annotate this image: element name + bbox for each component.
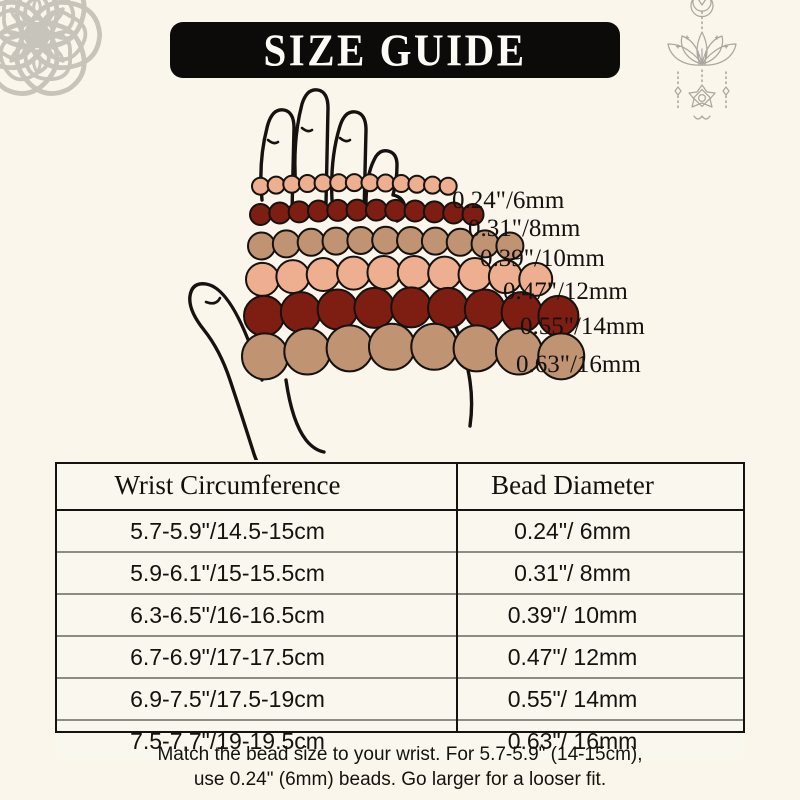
bead (287, 200, 311, 224)
wrist-circumference-cell: 6.3-6.5"/16-16.5cm (55, 594, 400, 637)
bead (266, 175, 286, 195)
bead (245, 261, 280, 297)
table-header-cell: Bead Diameter (400, 462, 745, 511)
bead (344, 173, 364, 193)
bead (403, 199, 427, 223)
bead (391, 174, 411, 194)
bead-rows-group (241, 173, 586, 381)
bead-size-label: 0.31"/8mm (468, 215, 581, 242)
bead-size-label: 0.39"/10mm (480, 245, 605, 272)
bead (313, 173, 333, 193)
bead (247, 231, 276, 261)
bracelet-row (249, 198, 485, 227)
bead (420, 226, 450, 256)
bead-size-label: 0.24"/6mm (452, 187, 565, 214)
bead (376, 173, 396, 193)
bead (329, 173, 349, 193)
bead (249, 203, 272, 227)
bead (316, 288, 359, 331)
bracelet-row (247, 225, 525, 261)
bead (268, 201, 292, 225)
bead (452, 324, 501, 373)
bead (241, 332, 289, 381)
bead (346, 225, 376, 255)
thumb-outline (188, 282, 326, 492)
bead (463, 288, 506, 331)
bead (275, 259, 311, 295)
bead (461, 203, 485, 227)
bead-size-label: 0.55"/14mm (520, 313, 645, 340)
bead (438, 176, 458, 196)
bead (518, 261, 554, 297)
bead-diameter-cell: 0.31"/ 8mm (400, 552, 745, 595)
bead (279, 291, 322, 334)
bead (390, 286, 433, 329)
bead (243, 294, 285, 337)
bead (325, 324, 374, 373)
bead (306, 199, 330, 223)
bead (422, 200, 446, 224)
bead-diameter-cell: 0.47"/ 12mm (400, 636, 745, 679)
bead-size-label: 0.63"/16mm (516, 351, 641, 378)
wrist-circumference-cell: 5.9-6.1"/15-15.5cm (55, 552, 400, 595)
bead (495, 231, 525, 261)
table-row: 5.9-6.1"/15-15.5cm 0.31"/ 8mm (55, 552, 745, 595)
bead (271, 229, 301, 259)
bead (384, 198, 408, 222)
bracelet-row (245, 254, 554, 297)
wrist-circumference-cell: 6.7-6.9"/17-17.5cm (55, 636, 400, 679)
bead (336, 255, 372, 291)
size-table-wrapper: Wrist Circumference Bead Diameter 5.7-5.9"… (55, 462, 745, 761)
bead (427, 286, 469, 329)
bead (364, 198, 388, 222)
bead (366, 254, 402, 290)
page-title-bar: SIZE GUIDE (170, 22, 620, 78)
bead-diameter-cell: 0.55"/ 14mm (400, 678, 745, 721)
size-table: Wrist Circumference Bead Diameter 5.7-5.9"… (55, 462, 745, 761)
table-row: 5.7-5.9"/14.5-15cm 0.24"/ 6mm (55, 510, 745, 553)
bead-diameter-cell: 0.39"/ 10mm (400, 594, 745, 637)
wrist-circumference-cell: 6.9-7.5"/17.5-19cm (55, 678, 400, 721)
bead (407, 174, 427, 194)
hand-illustration-svg (188, 88, 586, 492)
page-title: SIZE GUIDE (263, 23, 527, 76)
bead (345, 198, 369, 222)
bead (321, 226, 351, 256)
table-header-row: Wrist Circumference Bead Diameter (55, 462, 745, 511)
bracelet-row (243, 286, 580, 337)
bead (396, 254, 432, 290)
bracelet-row (251, 173, 458, 196)
bead (283, 327, 332, 376)
table-row: 6.9-7.5"/17.5-19cm 0.55"/ 14mm (55, 678, 745, 721)
bead-size-label: 0.47"/12mm (503, 278, 628, 305)
table-column-divider (456, 462, 458, 733)
footer-line-1: Match the bead size to your wrist. For 5… (157, 744, 643, 765)
bead (410, 322, 459, 371)
bead (296, 227, 326, 257)
bead (371, 225, 401, 255)
bead (367, 322, 416, 371)
table-row: 6.3-6.5"/16-16.5cm 0.39"/ 10mm (55, 594, 745, 637)
wrist-circumference-cell: 5.7-5.9"/14.5-15cm (55, 510, 400, 553)
bead (423, 175, 443, 195)
bead-diameter-cell: 0.24"/ 6mm (400, 510, 745, 553)
bracelet-row (241, 322, 586, 381)
bead (427, 255, 463, 291)
bead (297, 174, 317, 194)
footer-line-2: use 0.24" (6mm) beads. Go larger for a l… (193, 769, 607, 791)
bead (326, 198, 350, 222)
bead (282, 174, 302, 194)
bead (537, 332, 586, 381)
bead (396, 225, 426, 255)
footer-note: Match the bead size to your wrist. For 5… (0, 742, 800, 792)
hand-bracelet-illustration: 0.24"/6mm 0.31"/8mm 0.39"/10mm 0.47"/12mm 0.… (0, 80, 800, 492)
bead (360, 173, 380, 193)
bead (353, 286, 396, 329)
bead (251, 176, 270, 196)
bead (305, 257, 341, 293)
table-row: 6.7-6.9"/17-17.5cm 0.47"/ 12mm (55, 636, 745, 679)
table-header-cell: Wrist Circumference (55, 462, 400, 511)
